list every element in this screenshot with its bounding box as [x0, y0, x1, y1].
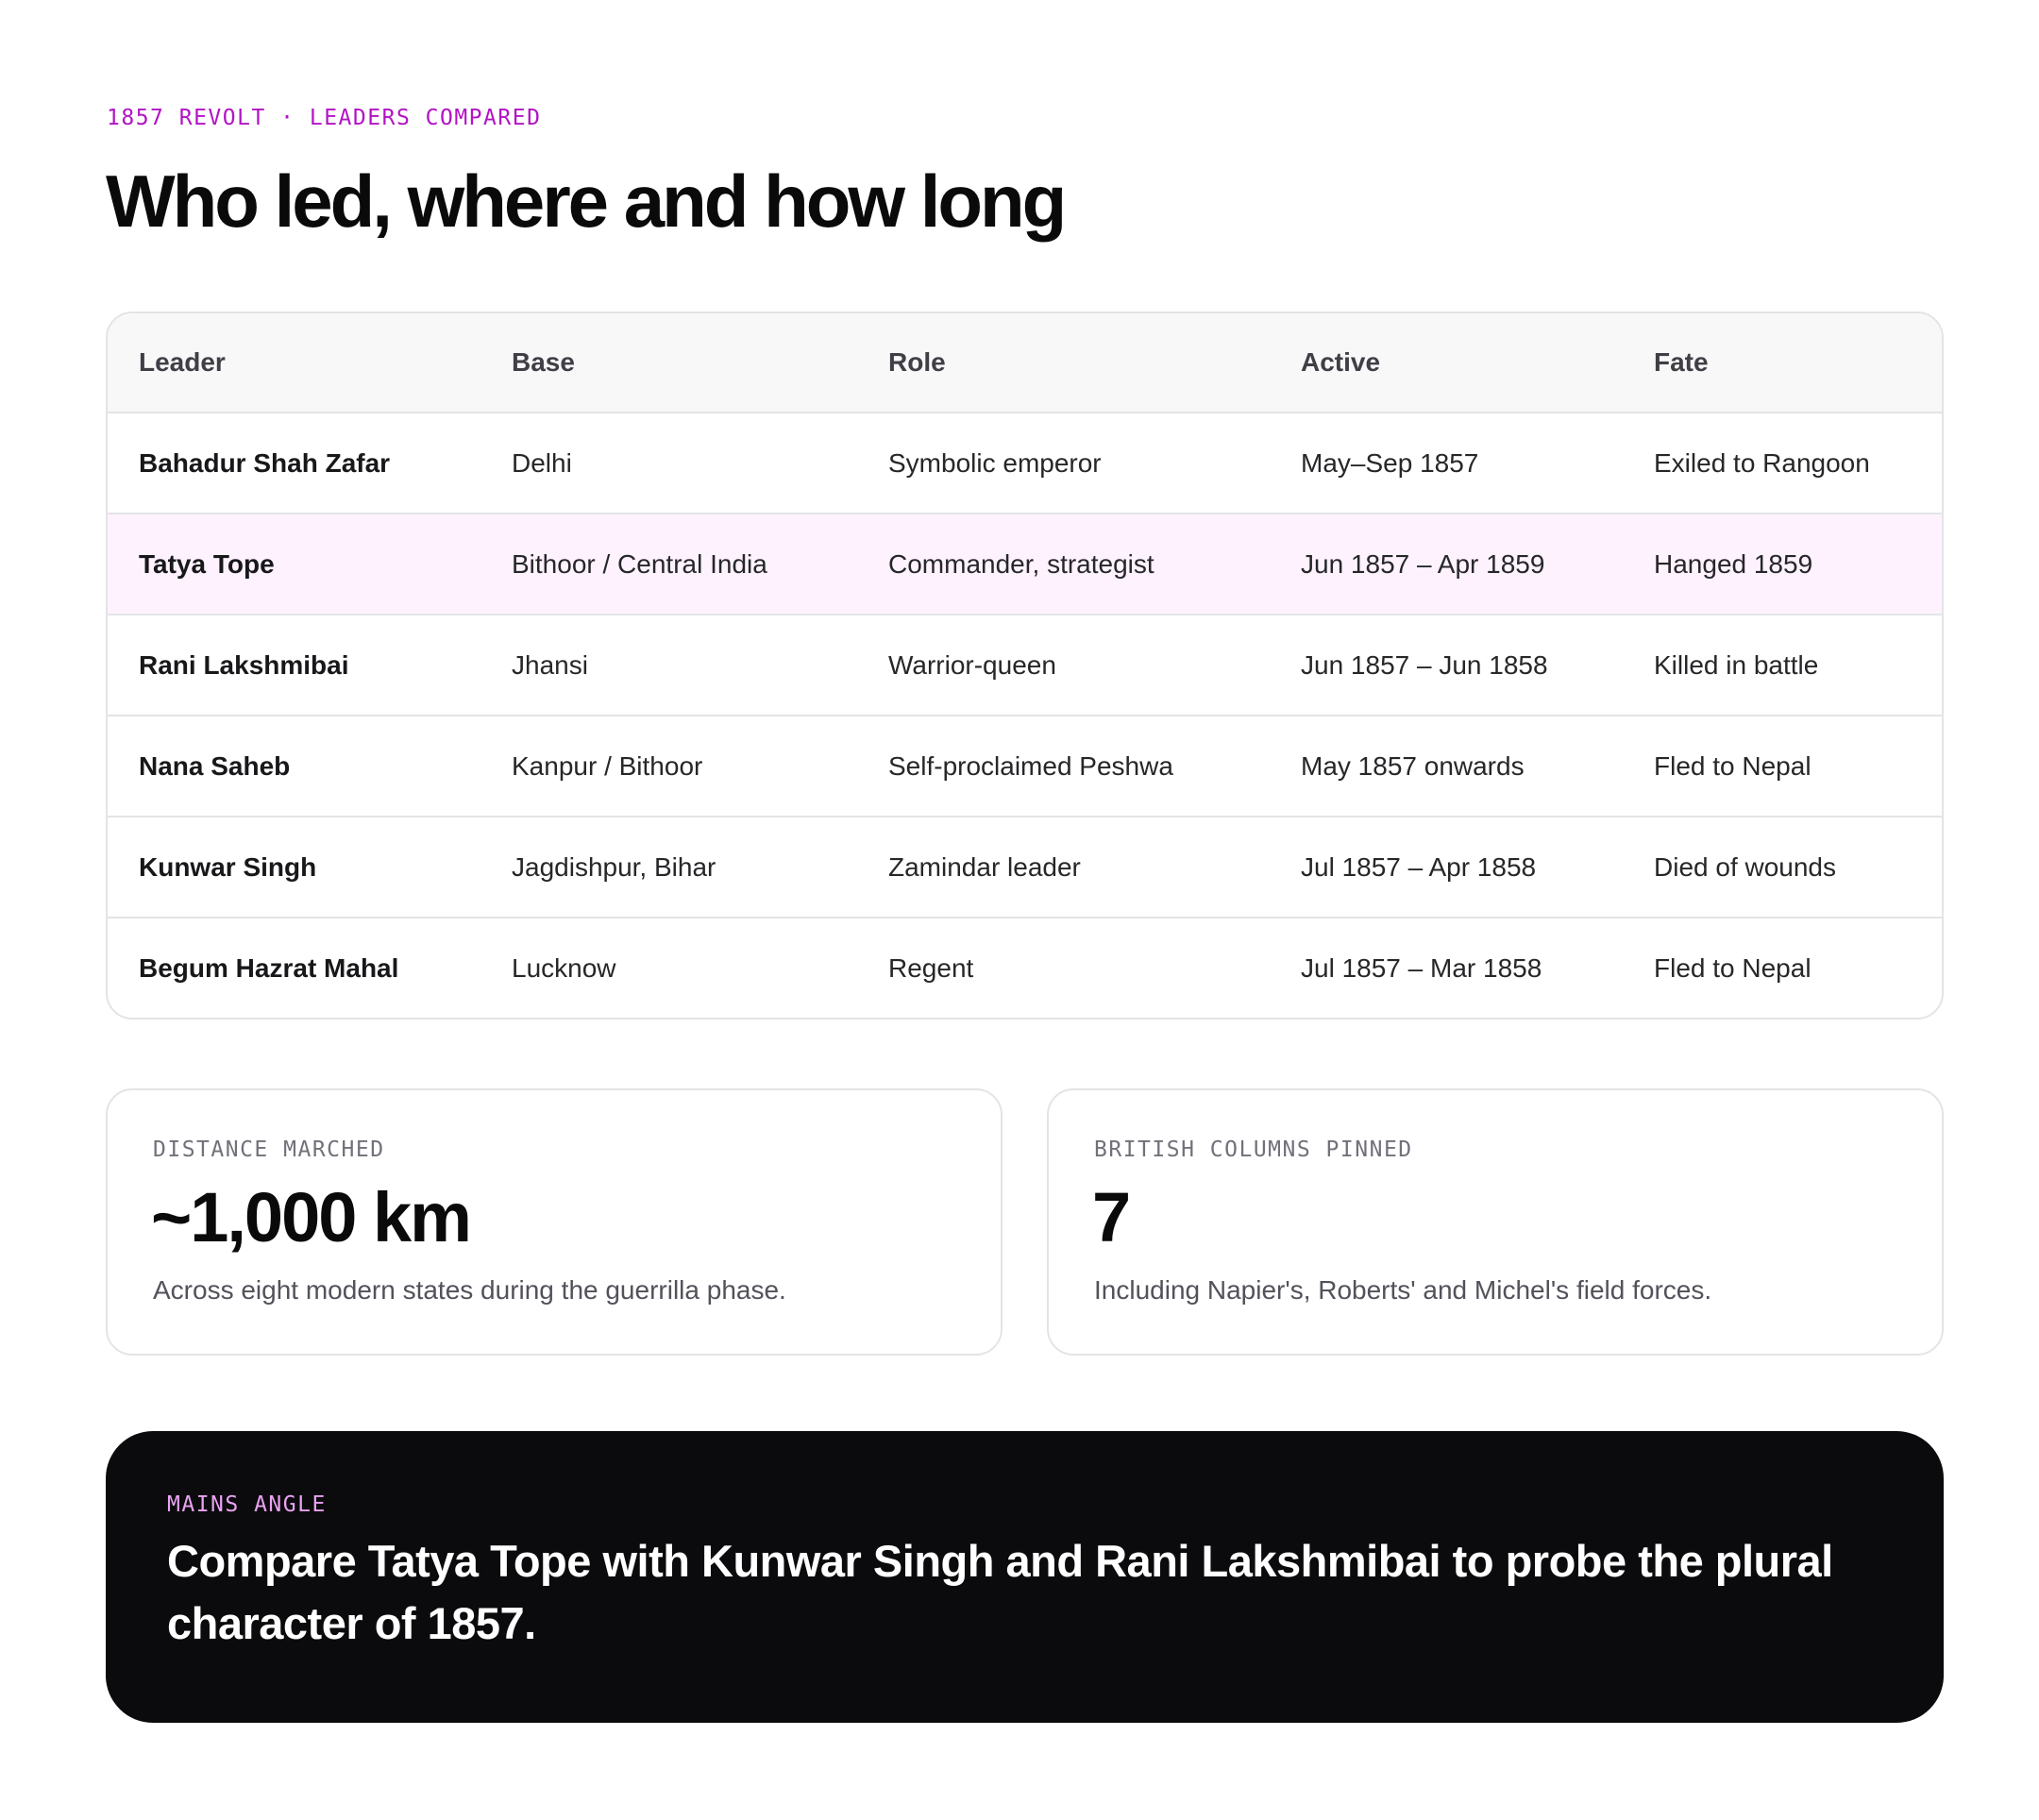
columns-card: BRITISH COLUMNS PINNED 7 Including Napie…: [1047, 1088, 1944, 1356]
cell-active: May 1857 onwards: [1301, 750, 1525, 781]
card-value: 7: [1092, 1178, 1131, 1256]
table-header-row: Leader Base Role Active Fate: [108, 313, 1942, 412]
cell-active: Jun 1857 – Jun 1858: [1301, 649, 1548, 680]
cell-active: Jul 1857 – Apr 1858: [1301, 851, 1537, 882]
table-row: Tatya Tope Bithoor / Central India Command…: [108, 513, 1942, 614]
cell-base: Delhi: [512, 447, 572, 478]
cell-role: Regent: [888, 952, 974, 983]
cell-base: Lucknow: [512, 952, 616, 983]
table-row: Bahadur Shah Zafar Delhi Symbolic emperor M…: [108, 412, 1942, 513]
cell-base: Kanpur / Bithoor: [512, 750, 703, 781]
cell-role: Commander, strategist: [888, 548, 1154, 579]
header-fate: Fate: [1654, 347, 1709, 377]
table-row: Kunwar Singh Jagdishpur, Bihar Zamindar le…: [108, 816, 1942, 917]
cell-role: Zamindar leader: [888, 851, 1081, 882]
cell-fate: Died of wounds: [1654, 851, 1837, 882]
callout-text: Compare Tatya Tope with Kunwar Singh and…: [167, 1536, 1833, 1648]
cell-leader: Bahadur Shah Zafar: [139, 447, 391, 478]
cell-leader: Kunwar Singh: [139, 851, 317, 882]
cell-base: Jagdishpur, Bihar: [512, 851, 716, 882]
cell-fate: Hanged 1859: [1654, 548, 1813, 579]
cell-fate: Fled to Nepal: [1654, 750, 1812, 781]
cell-role: Symbolic emperor: [888, 447, 1102, 478]
cell-role: Self-proclaimed Peshwa: [888, 750, 1173, 781]
header-active: Active: [1301, 347, 1381, 377]
cell-base: Bithoor / Central India: [512, 548, 767, 579]
cell-leader: Tatya Tope: [139, 548, 275, 579]
header-base: Base: [512, 347, 575, 377]
header-role: Role: [888, 347, 946, 377]
cell-active: May–Sep 1857: [1301, 447, 1479, 478]
eyebrow-label: 1857 REVOLT · LEADERS COMPARED: [107, 106, 542, 130]
table-row: Begum Hazrat Mahal Lucknow Regent Jul 1857 …: [108, 917, 1942, 1018]
cell-role: Warrior-queen: [888, 649, 1056, 680]
cell-fate: Exiled to Rangoon: [1654, 447, 1870, 478]
cell-fate: Fled to Nepal: [1654, 952, 1812, 983]
card-description: Across eight modern states during the gu…: [153, 1275, 786, 1305]
cell-active: Jul 1857 – Mar 1858: [1301, 952, 1542, 983]
header-leader: Leader: [139, 347, 226, 377]
card-description: Including Napier's, Roberts' and Michel'…: [1094, 1275, 1712, 1305]
cell-leader: Begum Hazrat Mahal: [139, 952, 399, 983]
card-label: BRITISH COLUMNS PINNED: [1094, 1138, 1413, 1162]
cell-fate: Killed in battle: [1654, 649, 1819, 680]
mains-angle-callout: MAINS ANGLE Compare Tatya Tope with Kunw…: [106, 1431, 1944, 1723]
cell-base: Jhansi: [512, 649, 588, 680]
table-row: Rani Lakshmibai Jhansi Warrior-queen Jun 18…: [108, 614, 1942, 715]
distance-card: DISTANCE MARCHED ~1,000 km Across eight …: [106, 1088, 1003, 1356]
table-row: Nana Saheb Kanpur / Bithoor Self-proclaime…: [108, 715, 1942, 816]
cell-leader: Rani Lakshmibai: [139, 649, 349, 680]
cell-leader: Nana Saheb: [139, 750, 291, 781]
callout-label: MAINS ANGLE: [167, 1492, 327, 1517]
cell-active: Jun 1857 – Apr 1859: [1301, 548, 1545, 579]
card-value: ~1,000 km: [151, 1178, 472, 1256]
leaders-table: Leader Base Role Active Fate Bahadur Sha…: [106, 312, 1944, 1020]
page-title: Who led, where and how long: [106, 160, 1067, 243]
card-label: DISTANCE MARCHED: [153, 1138, 385, 1162]
